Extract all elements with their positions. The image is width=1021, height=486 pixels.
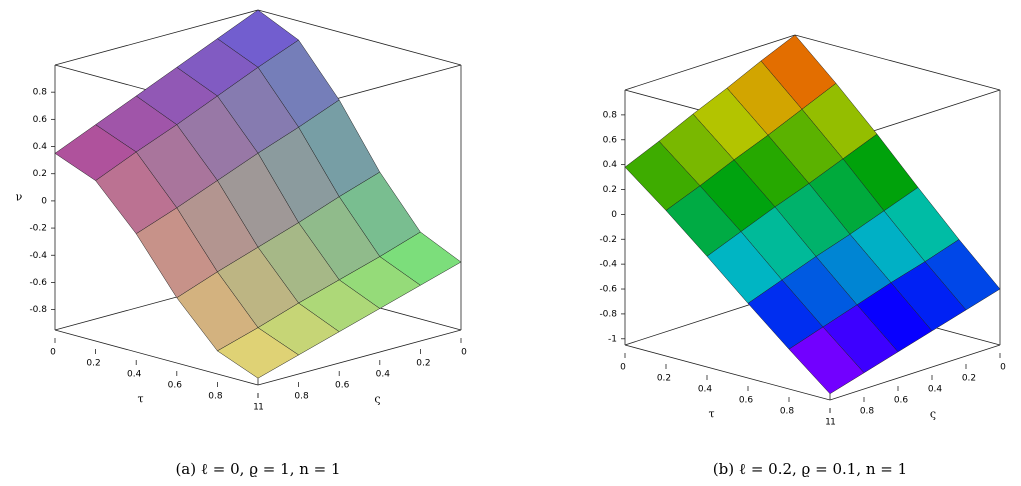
z-tick-label: -0.6: [599, 285, 617, 295]
z-tick-label: 0.4: [603, 160, 618, 170]
z-tick-label: 0.2: [603, 185, 617, 195]
box-edge: [794, 34, 1001, 91]
x-tick-label: 1: [825, 418, 831, 428]
y-tick-label: 0.4: [928, 385, 943, 395]
x-tick-label: 0.6: [739, 396, 754, 406]
box-edge: [829, 344, 1001, 401]
y-tick-label: 0.8: [294, 392, 309, 402]
y-tick-label: 1: [258, 403, 264, 413]
y-tick-label: 0: [1000, 363, 1006, 373]
z-tick-label: 0.8: [603, 110, 618, 120]
z-axis-label: ν: [16, 191, 23, 204]
caption: (b) ℓ = 0.2, ϱ = 0.1, n = 1: [713, 460, 907, 478]
x-axis-label: τ: [708, 408, 714, 421]
caption: (a) ℓ = 0, ϱ = 1, n = 1: [175, 460, 340, 478]
z-tick-label: -0.8: [29, 305, 47, 315]
box-edge: [624, 344, 831, 401]
x-tick-label: 1: [253, 403, 259, 413]
x-tick-label: 0.6: [168, 381, 183, 391]
x-tick-label: 0.4: [698, 385, 713, 395]
y-tick-label: 0.4: [376, 370, 391, 380]
z-tick-label: -0.2: [599, 235, 617, 245]
x-tick-label: 0.8: [208, 392, 223, 402]
y-axis-label: ς: [930, 408, 936, 421]
z-tick-label: 0.6: [33, 115, 48, 125]
x-tick-label: 0.2: [657, 374, 671, 384]
y-tick-label: 0.2: [962, 374, 976, 384]
y-tick-label: 0.6: [894, 396, 909, 406]
y-tick-label: 0: [461, 348, 467, 358]
x-tick-label: 0: [620, 363, 626, 373]
z-tick-label: 0.4: [33, 142, 48, 152]
box-edge: [257, 329, 462, 386]
surface-patch: [216, 327, 300, 379]
z-tick-label: 0: [611, 210, 617, 220]
z-tick-label: 0.2: [33, 169, 47, 179]
surface-patch: [788, 326, 865, 395]
y-tick-label: 1: [830, 418, 836, 428]
x-axis-label: τ: [137, 393, 143, 406]
x-tick-label: 0: [50, 348, 56, 358]
y-tick-label: 0.2: [416, 359, 430, 369]
y-tick-label: 0.8: [860, 407, 875, 417]
z-tick-label: 0.6: [603, 135, 618, 145]
z-tick-label: -0.2: [29, 224, 47, 234]
box-edge: [624, 34, 796, 91]
box-edge: [54, 9, 259, 66]
z-tick-label: -0.4: [599, 260, 617, 270]
z-tick-label: -1: [608, 334, 617, 344]
x-tick-label: 0.2: [86, 359, 100, 369]
z-tick-label: 0.8: [33, 88, 48, 98]
z-tick-label: -0.4: [29, 251, 47, 261]
z-tick-label: -0.6: [29, 278, 47, 288]
box-edge: [54, 329, 259, 386]
x-tick-label: 0.8: [780, 407, 795, 417]
x-tick-label: 0.4: [127, 370, 142, 380]
y-tick-label: 0.6: [335, 381, 350, 391]
z-tick-label: -0.8: [599, 309, 617, 319]
z-tick-label: 0: [41, 196, 47, 206]
y-axis-label: ς: [374, 393, 380, 406]
box-edge: [257, 9, 462, 66]
